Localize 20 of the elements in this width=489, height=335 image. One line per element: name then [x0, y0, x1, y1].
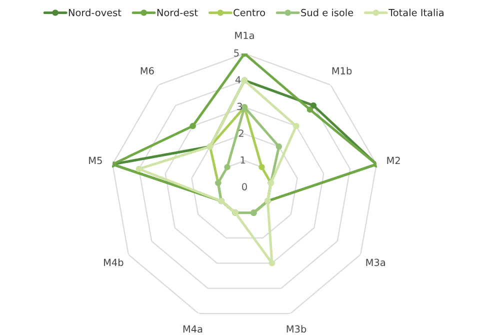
legend-label: Nord-ovest	[68, 8, 122, 16]
spoke-label: M2	[387, 156, 400, 164]
y-tick-label: 1	[240, 156, 246, 164]
spoke-label: M6	[140, 67, 154, 74]
y-tick-label: 5	[234, 49, 239, 57]
spoke-label: M4a	[183, 325, 202, 333]
spoke-label: M1b	[332, 66, 352, 74]
y-tick-label: 2	[238, 130, 244, 137]
legend-label: Sud e isole	[301, 8, 354, 16]
spoke-label: M4b	[104, 258, 124, 266]
y-tick-label: 3	[237, 102, 242, 110]
legend-label: Centro	[234, 8, 265, 16]
spoke-label: M3a	[366, 258, 385, 266]
spoke-label: M5	[89, 156, 102, 164]
y-tick-label: 4	[235, 76, 241, 84]
spoke-label: M3b	[286, 325, 306, 333]
legend-label: Nord-est	[157, 8, 198, 16]
legend-label: Totale Italia	[388, 8, 444, 16]
y-tick-label: 0	[242, 183, 247, 190]
spoke-label: M1a	[235, 32, 254, 40]
